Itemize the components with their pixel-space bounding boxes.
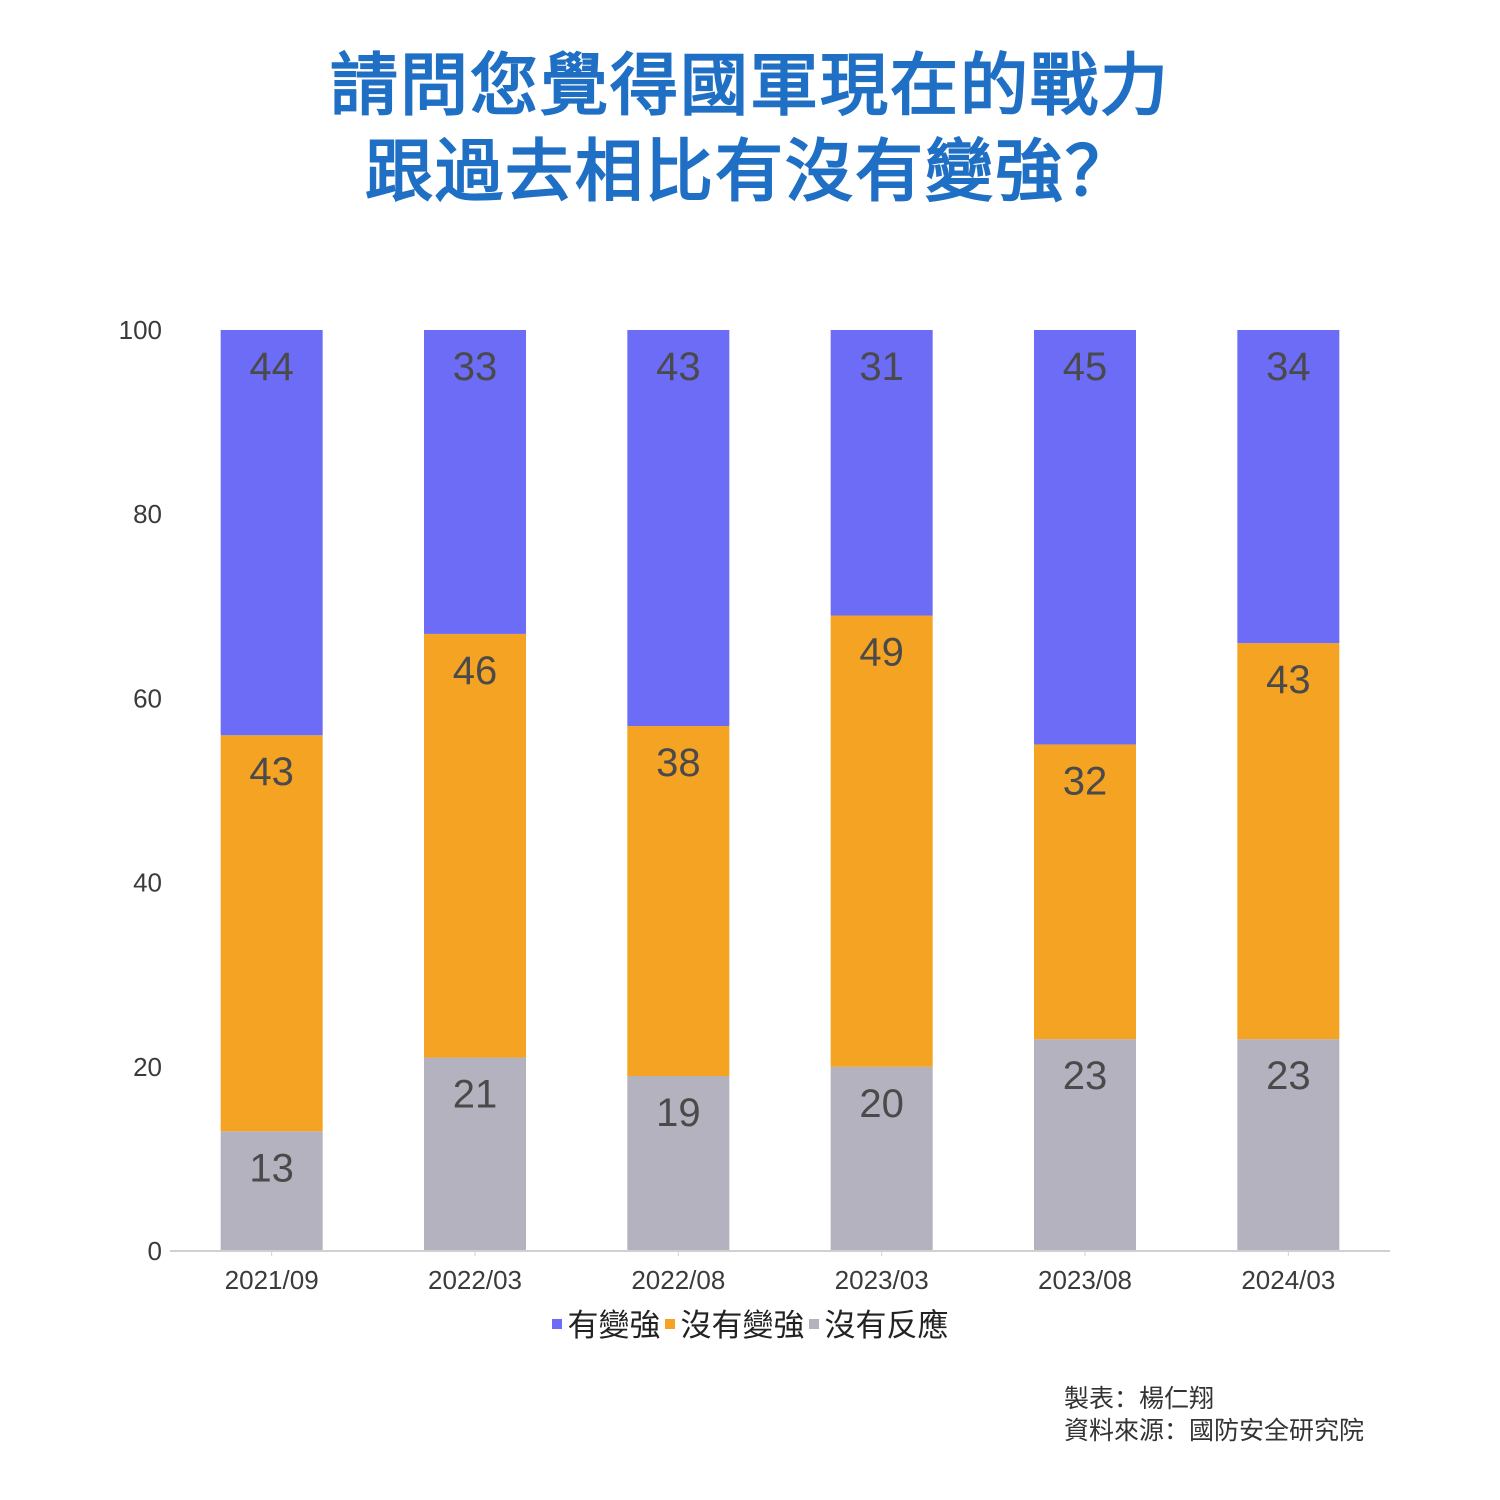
y-tick-label: 20: [133, 1052, 162, 1082]
data-label: 38: [656, 741, 701, 785]
legend-swatch-icon: [551, 1318, 562, 1329]
data-label: 43: [656, 345, 701, 389]
author-credit: 製表：楊仁翔: [1064, 1384, 1215, 1413]
data-label: 45: [1063, 345, 1108, 389]
legend-label: 沒有反應: [824, 1308, 949, 1344]
bar-segment: [220, 735, 323, 1132]
data-label: 43: [1266, 658, 1311, 702]
legend-item: 沒有反應: [808, 1300, 949, 1345]
bar-segment: [627, 1076, 730, 1251]
legend-item: 有變強: [551, 1300, 661, 1345]
title-line-1: 請問您覺得國軍現在的戰力: [329, 47, 1170, 126]
y-tick-label: 40: [133, 868, 162, 898]
data-label: 19: [656, 1091, 701, 1135]
bar-segment: [1034, 330, 1136, 745]
data-label: 32: [1063, 759, 1108, 803]
x-tick-label: 2022/03: [428, 1265, 522, 1295]
x-tick-label: 2024/03: [1241, 1265, 1335, 1295]
data-label: 23: [1063, 1054, 1108, 1098]
x-axis: 2021/09 2022/03 2022/08 2023/03 2023/08 2024/…: [170, 1250, 1390, 1295]
data-label: 31: [859, 345, 904, 389]
y-tick-label: 80: [133, 499, 162, 529]
bar-segment: [424, 330, 526, 634]
legend: 有變強 沒有變強 沒有反應: [0, 1300, 1500, 1345]
data-label: 20: [859, 1082, 904, 1126]
x-tick-label: 2021/09: [225, 1265, 319, 1295]
title-line-2: 跟過去相比有沒有變強？: [364, 133, 1135, 212]
data-label: 33: [453, 345, 498, 389]
bar-segment: [424, 1057, 526, 1251]
legend-label: 沒有變強: [680, 1308, 805, 1344]
data-label: 46: [453, 649, 498, 693]
y-axis: 0 20 40 60 80 100: [119, 315, 162, 1266]
x-tick-label: 2022/08: [631, 1265, 725, 1295]
legend-swatch-icon: [664, 1318, 675, 1329]
y-tick-label: 100: [119, 315, 162, 345]
bar-segment: [830, 1066, 933, 1251]
data-label: 23: [1266, 1054, 1311, 1098]
bars-group: 13 43 44 21 46 33 19 38 43 20 49 31 23 32 45 23 43 34: [220, 330, 1340, 1251]
bar-segment: [220, 330, 323, 736]
bar-segment: [627, 726, 730, 1077]
y-tick-label: 0: [148, 1236, 162, 1266]
data-label: 44: [249, 345, 294, 389]
x-tick-label: 2023/03: [835, 1265, 929, 1295]
data-label: 43: [249, 750, 294, 794]
stacked-bar-chart: 0 20 40 60 80 100 13 43 44 21 46 33 19 38 43 20 49 31 23 3…: [119, 315, 1390, 1295]
source-credit: 資料來源：國防安全研究院: [1064, 1416, 1365, 1445]
chart-title: 請問您覺得國軍現在的戰力 跟過去相比有沒有變強？: [0, 44, 1500, 216]
credits: 製表：楊仁翔 資料來源：國防安全研究院: [1064, 1383, 1364, 1447]
bar-segment: [424, 633, 526, 1058]
bar-segment: [1237, 643, 1340, 1040]
legend-swatch-icon: [808, 1318, 819, 1329]
bar-segment: [830, 615, 933, 1067]
legend-item: 沒有變強: [664, 1300, 805, 1345]
bar-segment: [627, 330, 730, 727]
bar-segment: [1034, 744, 1136, 1040]
bar-segment: [1237, 330, 1340, 644]
data-label: 13: [249, 1146, 294, 1190]
y-tick-label: 60: [133, 683, 162, 713]
data-label: 34: [1266, 345, 1311, 389]
bar-segment: [1237, 1039, 1340, 1251]
legend-label: 有變強: [567, 1308, 661, 1344]
bar-segment: [830, 330, 933, 616]
x-tick-label: 2023/08: [1038, 1265, 1132, 1295]
data-label: 49: [859, 631, 904, 675]
data-label: 21: [453, 1073, 498, 1117]
bar-segment: [1034, 1039, 1136, 1251]
bar-segment: [220, 1131, 323, 1251]
